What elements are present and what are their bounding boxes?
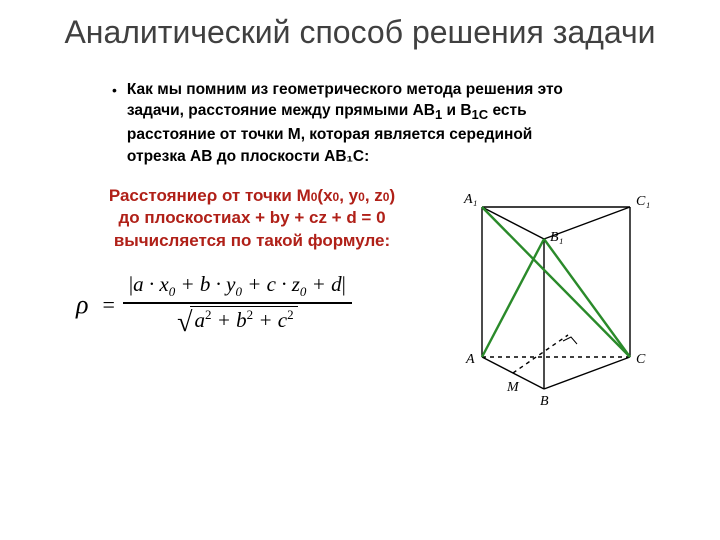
svg-text:M: M: [506, 380, 520, 395]
svg-text:A: A: [465, 352, 475, 367]
formula-numerator: |a · x0 + b · y0 + c · z0 + d|: [123, 270, 352, 302]
den-a: a: [194, 308, 205, 332]
formula-sqrt: √ a2 + b2 + c2: [177, 306, 298, 335]
red-l1c: (x: [317, 186, 332, 205]
bullet-line-2c: есть: [492, 102, 526, 119]
prism-diagram: A₁ B₁ C₁ A B C M: [454, 185, 664, 405]
plus-2: +: [253, 308, 278, 332]
red-l3: вычисляется по такой формуле:: [114, 231, 390, 250]
red-l1f: ): [389, 186, 395, 205]
svg-text:B: B: [540, 394, 549, 405]
bullet-sub-1c: 1C: [472, 107, 489, 122]
sq-c: 2: [287, 307, 294, 322]
formula-eq: =: [102, 292, 114, 318]
red-l1b: ρ от точки M: [207, 186, 311, 205]
bullet-icon: •: [112, 79, 117, 100]
slide-title: Аналитический способ решения задачи: [0, 0, 720, 55]
distance-formula: ρ = |a · x0 + b · y0 + c · z0 + d| √ a2 …: [76, 270, 352, 339]
left-column: Расстояниеρ от точки M0(x0, y0, z0) до п…: [56, 185, 436, 340]
formula-block: ρ = |a · x0 + b · y0 + c · z0 + d| √ a2 …: [68, 270, 436, 339]
formula-fraction: |a · x0 + b · y0 + c · z0 + d| √ a2 + b2…: [123, 270, 352, 339]
plus-1: +: [211, 308, 236, 332]
middle-row: Расстояниеρ от точки M0(x0, y0, z0) до п…: [56, 185, 664, 405]
red-l1e: , z: [365, 186, 383, 205]
bullet-text: Как мы помним из геометрического метода …: [127, 79, 563, 167]
bullet-line-3: расстояние от точки M, которая является …: [127, 126, 532, 143]
bullet-sub-1: 1: [435, 107, 442, 122]
bullet-line-2b: и B: [447, 102, 472, 119]
den-c: c: [278, 308, 287, 332]
svg-text:B₁: B₁: [550, 230, 563, 245]
slide-content: • Как мы помним из геометрического метод…: [0, 55, 720, 405]
svg-text:C₁: C₁: [636, 194, 650, 209]
red-l2b: ax + by + cz + d = 0: [232, 208, 386, 227]
red-formula-description: Расстояниеρ от точки M0(x0, y0, z0) до п…: [68, 185, 436, 252]
red-l2a: до плоскости: [118, 208, 231, 227]
formula-denominator: √ a2 + b2 + c2: [171, 304, 304, 340]
bullet-line-2a: задачи, расстояние между прямыми AB: [127, 102, 435, 119]
red-l1d: , y: [339, 186, 358, 205]
svg-text:A₁: A₁: [463, 192, 477, 207]
bullet-line-4b: AB₁C:: [324, 148, 369, 165]
red-l1a: Расстояние: [109, 186, 207, 205]
svg-text:C: C: [636, 352, 646, 367]
red-l1sub3: 0: [358, 190, 365, 204]
bullet-item: • Как мы помним из геометрического метод…: [56, 79, 664, 167]
bullet-line-4a: отрезка AB до плоскости: [127, 148, 320, 165]
den-b: b: [236, 308, 247, 332]
formula-rho: ρ: [76, 290, 88, 320]
bullet-line-1: Как мы помним из геометрического метода …: [127, 81, 563, 98]
